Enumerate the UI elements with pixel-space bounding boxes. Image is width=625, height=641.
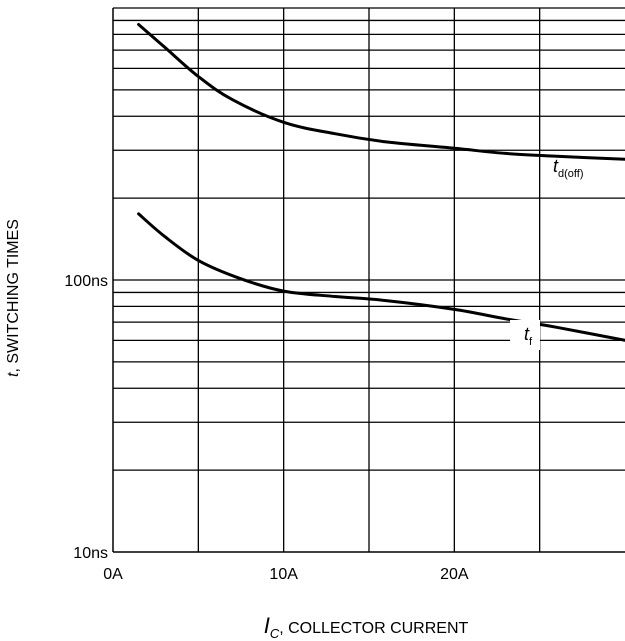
series-label-tf: tf (524, 324, 533, 348)
tick-labels: 0A 10A 20A 10ns 100ns (64, 273, 468, 583)
series-label-subscript: f (529, 336, 533, 348)
series-label-symbol: t (553, 156, 559, 176)
series-label-symbol: t (524, 324, 530, 344)
x-axis-symbol: I (264, 613, 270, 638)
x-axis-title-text: , COLLECTOR CURRENT (279, 620, 468, 637)
series-label-td-off: td(off) (553, 156, 584, 180)
x-tick-label: 10A (269, 566, 298, 583)
x-tick-label: 20A (440, 566, 469, 583)
grid-lines (112, 7, 625, 553)
y-tick-label: 10ns (73, 545, 108, 562)
series-label-backdrop (510, 320, 540, 350)
series-label-subscript: d(off) (558, 168, 583, 180)
y-axis-symbol: t (5, 372, 22, 377)
y-axis-title: t, SWITCHING TIMES (5, 219, 22, 377)
x-tick-label: 0A (103, 566, 123, 583)
series-td-off-curve (137, 23, 625, 161)
x-axis-subscript: C (270, 626, 280, 641)
series-labels: td(off)tf (510, 156, 584, 350)
y-axis-title-text: , SWITCHING TIMES (5, 219, 22, 372)
series-tf-curve (137, 212, 625, 342)
x-axis-title: IC, COLLECTOR CURRENT (264, 613, 469, 641)
y-tick-label: 100ns (64, 273, 108, 290)
